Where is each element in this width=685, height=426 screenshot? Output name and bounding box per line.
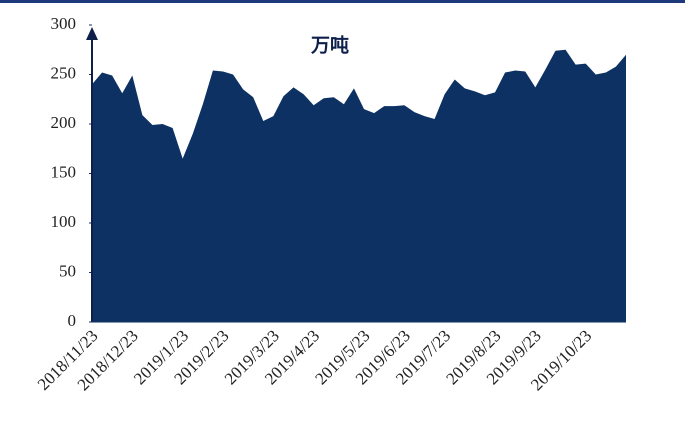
y-tick-label: 200 (51, 113, 77, 132)
area (92, 49, 626, 322)
y-tick-label: 250 (51, 63, 77, 82)
y-tick-label: 300 (51, 14, 77, 33)
unit-annotation: 万吨 (310, 34, 349, 57)
y-axis-arrow (86, 27, 98, 40)
y-tick-label: 50 (59, 261, 76, 280)
top-border (0, 0, 685, 3)
y-tick-label: 0 (68, 311, 77, 330)
y-tick-label: 150 (51, 162, 77, 181)
y-tick-label: 100 (51, 212, 77, 231)
